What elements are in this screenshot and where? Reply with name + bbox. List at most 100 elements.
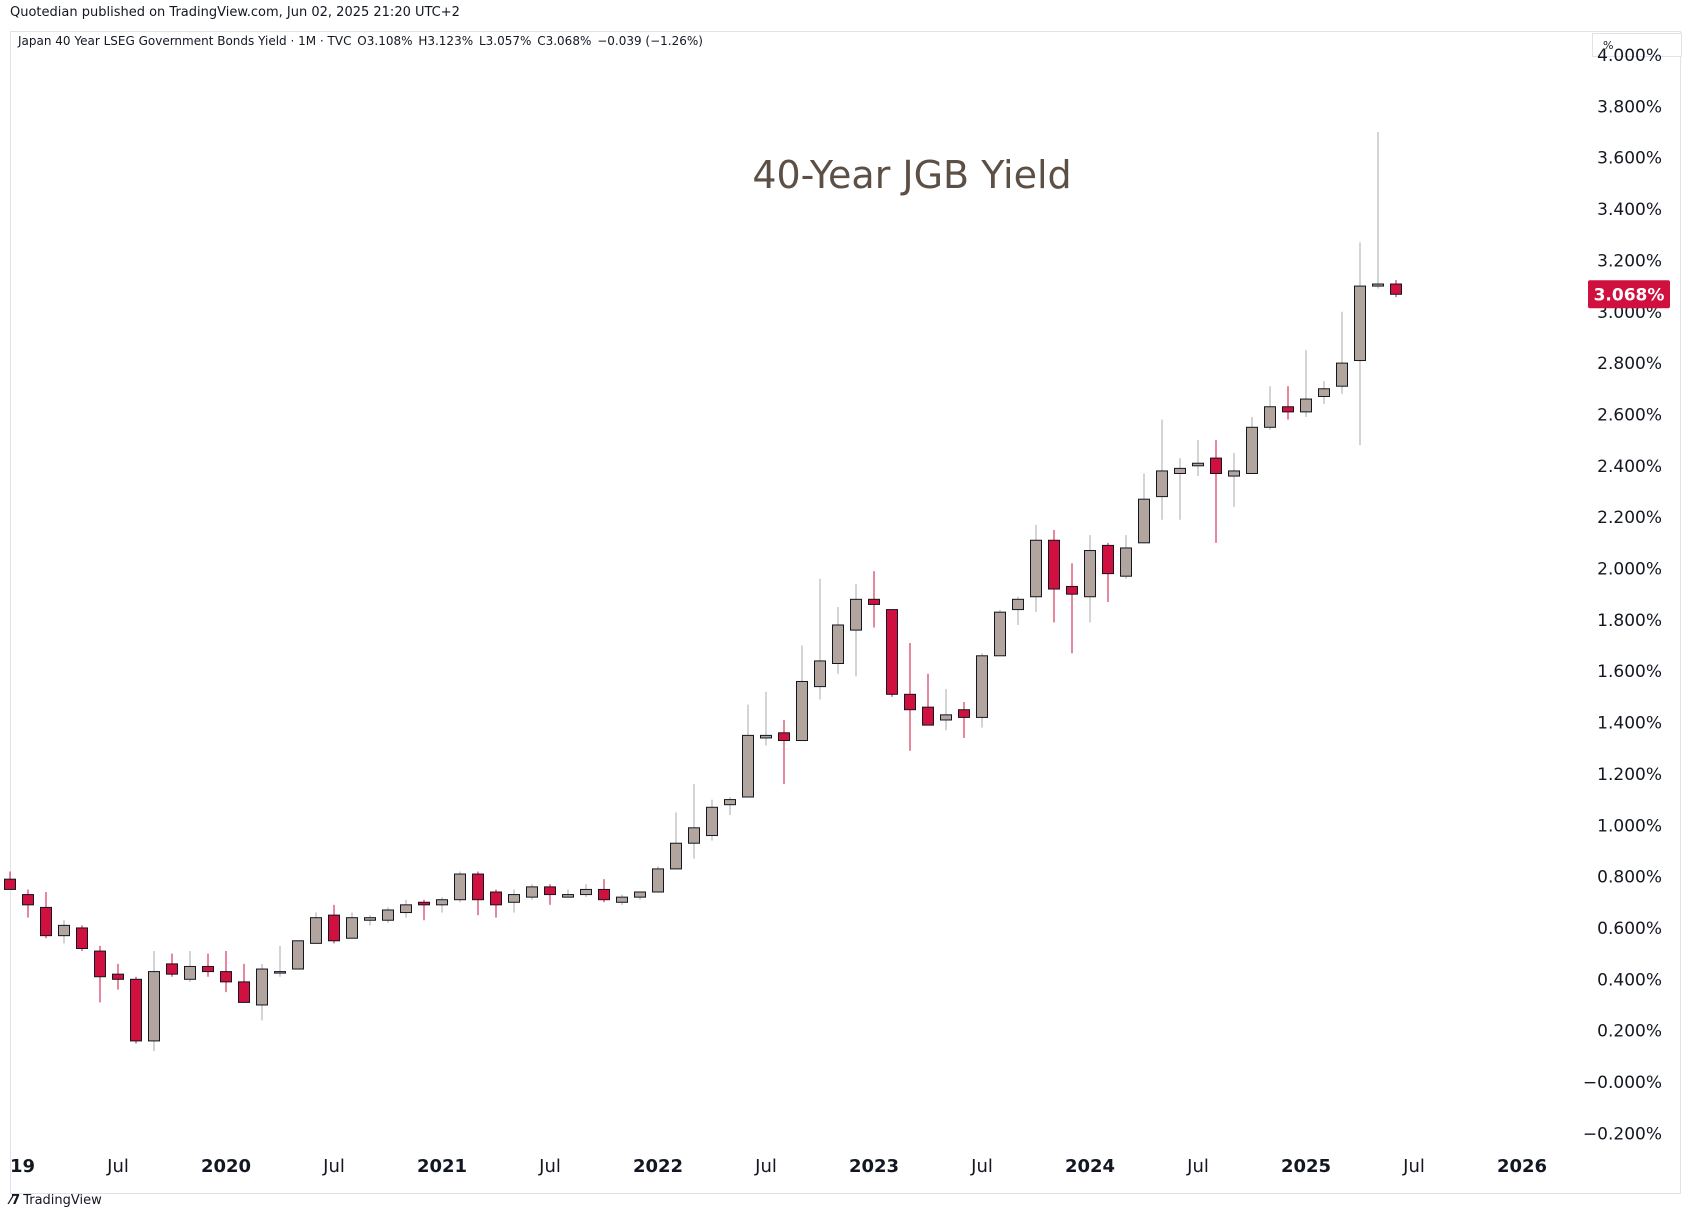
- candle[interactable]: [562, 889, 574, 898]
- candle[interactable]: [904, 642, 916, 751]
- candle[interactable]: [688, 784, 700, 859]
- candle[interactable]: [148, 951, 160, 1052]
- candle[interactable]: [76, 925, 88, 952]
- candle[interactable]: [94, 945, 106, 1003]
- candle[interactable]: [436, 897, 448, 913]
- candle[interactable]: [1318, 381, 1330, 405]
- candle[interactable]: [166, 953, 178, 977]
- candle[interactable]: [4, 871, 16, 890]
- candle[interactable]: [112, 963, 124, 990]
- tradingview-logo[interactable]: ⁄7 TradingView: [10, 1193, 102, 1208]
- candle[interactable]: [508, 889, 520, 913]
- candle[interactable]: [598, 879, 610, 903]
- candle[interactable]: [418, 899, 430, 921]
- candle[interactable]: [922, 673, 934, 726]
- candle[interactable]: [832, 607, 844, 674]
- candle[interactable]: [292, 940, 304, 970]
- candle[interactable]: [382, 907, 394, 923]
- candle[interactable]: [742, 704, 754, 798]
- candle-body: [328, 914, 340, 942]
- candle[interactable]: [1264, 386, 1276, 430]
- candle[interactable]: [868, 571, 880, 628]
- candle[interactable]: [886, 609, 898, 697]
- symbol-legend: Japan 40 Year LSEG Government Bonds Yiel…: [18, 34, 705, 48]
- candle[interactable]: [724, 797, 736, 815]
- candle[interactable]: [760, 691, 772, 746]
- candle[interactable]: [958, 702, 970, 738]
- price-scale-unit-button[interactable]: %: [1592, 33, 1682, 57]
- y-tick-label: 2.600%: [1597, 405, 1662, 425]
- candle[interactable]: [580, 884, 592, 898]
- candle[interactable]: [1084, 535, 1096, 623]
- candle[interactable]: [652, 866, 664, 893]
- candle[interactable]: [1372, 132, 1384, 289]
- candle[interactable]: [670, 812, 682, 870]
- candle[interactable]: [472, 871, 484, 916]
- candle[interactable]: [256, 963, 268, 1021]
- candle[interactable]: [1282, 386, 1294, 420]
- y-tick-label: 3.800%: [1597, 97, 1662, 117]
- candle[interactable]: [796, 645, 808, 742]
- candle[interactable]: [1066, 563, 1078, 654]
- candle[interactable]: [1030, 524, 1042, 613]
- candle-body: [40, 906, 52, 937]
- candle[interactable]: [940, 689, 952, 731]
- y-tick-label: 1.200%: [1597, 765, 1662, 785]
- candle[interactable]: [238, 963, 250, 1003]
- candle-body: [220, 971, 232, 983]
- candle[interactable]: [130, 976, 142, 1044]
- candle[interactable]: [58, 920, 70, 944]
- legend-high: H3.123%: [418, 34, 474, 48]
- candle[interactable]: [22, 889, 34, 918]
- candle-body: [598, 888, 610, 901]
- candle[interactable]: [1138, 473, 1150, 544]
- candle[interactable]: [310, 912, 322, 944]
- candle[interactable]: [40, 892, 52, 939]
- candle-body: [562, 894, 574, 898]
- candle-body: [436, 899, 448, 906]
- candle[interactable]: [526, 884, 538, 900]
- candle[interactable]: [202, 953, 214, 977]
- candle[interactable]: [706, 799, 718, 841]
- candle[interactable]: [364, 915, 376, 926]
- candle[interactable]: [814, 578, 826, 700]
- candle[interactable]: [616, 894, 628, 905]
- candle[interactable]: [328, 904, 340, 944]
- candle[interactable]: [490, 889, 502, 918]
- candle[interactable]: [346, 912, 358, 939]
- candle[interactable]: [850, 583, 862, 677]
- candle[interactable]: [1228, 452, 1240, 507]
- candle[interactable]: [1174, 458, 1186, 520]
- candle[interactable]: [454, 871, 466, 903]
- candle-body: [652, 868, 664, 893]
- candle-body: [292, 940, 304, 970]
- candle[interactable]: [1120, 535, 1132, 579]
- candle[interactable]: [544, 884, 556, 905]
- candle[interactable]: [184, 951, 196, 982]
- candle[interactable]: [634, 891, 646, 900]
- candle-body: [940, 714, 952, 721]
- candle[interactable]: [1102, 542, 1114, 602]
- candle[interactable]: [1210, 440, 1222, 543]
- candle-body: [724, 799, 736, 806]
- candle[interactable]: [976, 653, 988, 728]
- candle[interactable]: [778, 719, 790, 785]
- x-tick-label: Jul: [106, 1156, 129, 1177]
- candle[interactable]: [994, 609, 1006, 657]
- candle[interactable]: [1156, 419, 1168, 520]
- candle[interactable]: [1246, 417, 1258, 475]
- candle[interactable]: [1336, 311, 1348, 394]
- candle[interactable]: [400, 899, 412, 918]
- candle[interactable]: [1192, 440, 1204, 477]
- candle-body: [1318, 388, 1330, 397]
- candle[interactable]: [274, 945, 286, 977]
- candle[interactable]: [220, 951, 232, 993]
- candle[interactable]: [1300, 350, 1312, 418]
- candle-body: [886, 609, 898, 695]
- candle[interactable]: [1048, 529, 1060, 623]
- candle[interactable]: [1390, 280, 1402, 298]
- candle[interactable]: [1012, 596, 1024, 625]
- y-tick-label: 0.600%: [1597, 919, 1662, 939]
- candle[interactable]: [1354, 242, 1366, 446]
